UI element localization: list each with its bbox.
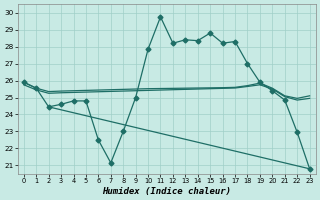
X-axis label: Humidex (Indice chaleur): Humidex (Indice chaleur) [102, 187, 231, 196]
